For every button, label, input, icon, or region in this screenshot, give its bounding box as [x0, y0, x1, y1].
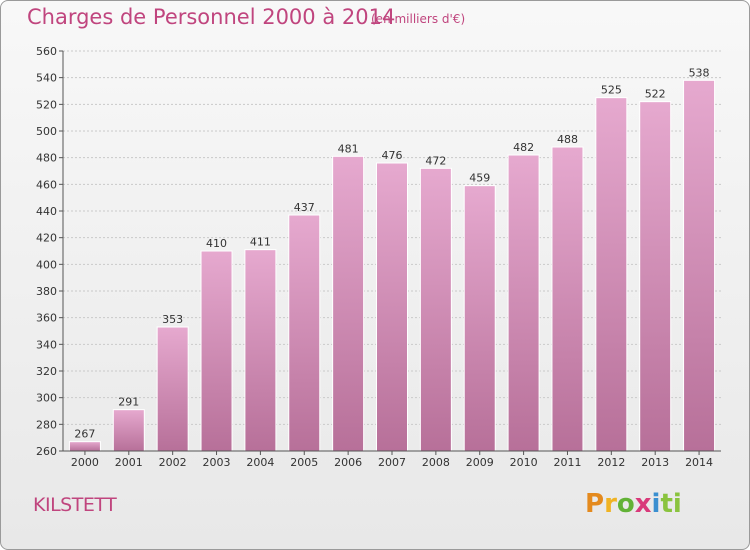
- logo-letter: r: [604, 489, 617, 519]
- x-tick-label: 2009: [466, 456, 494, 469]
- x-tick-label: 2007: [378, 456, 406, 469]
- y-tick-label: 280: [36, 418, 57, 431]
- x-tick-label: 2002: [159, 456, 187, 469]
- axis-layer: 260 280 300 320 340 360 380 400 420 440 460 480 500 5…: [36, 45, 721, 469]
- chart-subtitle: (en milliers d'€): [371, 12, 466, 26]
- bar: [595, 97, 628, 452]
- bar-layer: [68, 79, 716, 452]
- y-tick-label: 560: [36, 45, 57, 58]
- y-tick-label: 360: [36, 312, 57, 325]
- x-tick-label: 2008: [422, 456, 450, 469]
- bar: [463, 185, 496, 452]
- y-tick-label: 340: [36, 338, 57, 351]
- bar: [376, 162, 408, 452]
- bar: [288, 214, 321, 452]
- x-tick-label: 2001: [115, 456, 143, 469]
- bar-value-label: 437: [294, 201, 315, 214]
- logo-letter: x: [634, 489, 652, 519]
- bar-value-label: 267: [74, 428, 95, 441]
- bar: [244, 249, 277, 452]
- proxiti-logo: Proxiti: [585, 489, 682, 519]
- commune-name: KILSTETT: [33, 494, 117, 516]
- x-tick-label: 2005: [290, 456, 318, 469]
- x-tick-label: 2010: [510, 456, 538, 469]
- y-tick-label: 420: [36, 232, 57, 245]
- x-tick-label: 2013: [641, 456, 669, 469]
- bar: [551, 146, 584, 452]
- bar: [507, 154, 540, 452]
- bar-value-label: 538: [689, 66, 710, 79]
- bar-value-label: 482: [513, 141, 534, 154]
- bar-value-label: 291: [118, 396, 139, 409]
- bar-value-label: 525: [601, 84, 622, 97]
- x-tick-label: 2014: [685, 456, 713, 469]
- logo-letter: o: [616, 489, 635, 519]
- x-tick-label: 2011: [553, 456, 581, 469]
- y-tick-label: 480: [36, 152, 57, 165]
- y-tick-label: 400: [36, 258, 57, 271]
- logo-letter: P: [585, 489, 605, 519]
- bar-value-label: 476: [382, 149, 403, 162]
- x-tick-label: 2006: [334, 456, 362, 469]
- bar: [683, 79, 716, 452]
- y-tick-label: 460: [36, 178, 57, 191]
- bar-value-label: 522: [645, 88, 666, 101]
- bar-value-label: 410: [206, 237, 227, 250]
- x-tick-label: 2000: [71, 456, 99, 469]
- bar-value-label: 459: [469, 172, 490, 185]
- bar: [156, 326, 189, 452]
- bar: [200, 250, 233, 452]
- bar-value-label: 472: [425, 154, 446, 167]
- y-tick-label: 260: [36, 445, 57, 458]
- bar-value-label: 353: [162, 313, 183, 326]
- chart-title: Charges de Personnel 2000 à 2014: [27, 5, 396, 29]
- y-tick-label: 380: [36, 285, 57, 298]
- bar-value-label: 488: [557, 133, 578, 146]
- y-tick-label: 440: [36, 205, 57, 218]
- bar: [332, 155, 365, 452]
- bar: [112, 409, 145, 452]
- logo-letter: i: [651, 489, 661, 519]
- y-tick-label: 320: [36, 365, 57, 378]
- x-tick-label: 2003: [203, 456, 231, 469]
- bar: [639, 101, 672, 452]
- bar: [419, 167, 452, 452]
- y-tick-label: 500: [36, 125, 57, 138]
- y-tick-label: 520: [36, 98, 57, 111]
- y-tick-label: 300: [36, 392, 57, 405]
- logo-letter: ti: [660, 489, 682, 519]
- bar: [68, 441, 101, 452]
- y-tick-label: 540: [36, 72, 57, 85]
- label-layer: 267 291 353 410 411 437 481 476 472 459 482 488 525 5…: [74, 66, 709, 440]
- bar-value-label: 481: [338, 142, 359, 155]
- bar-value-label: 411: [250, 236, 271, 249]
- x-tick-label: 2012: [597, 456, 625, 469]
- x-tick-label: 2004: [246, 456, 274, 469]
